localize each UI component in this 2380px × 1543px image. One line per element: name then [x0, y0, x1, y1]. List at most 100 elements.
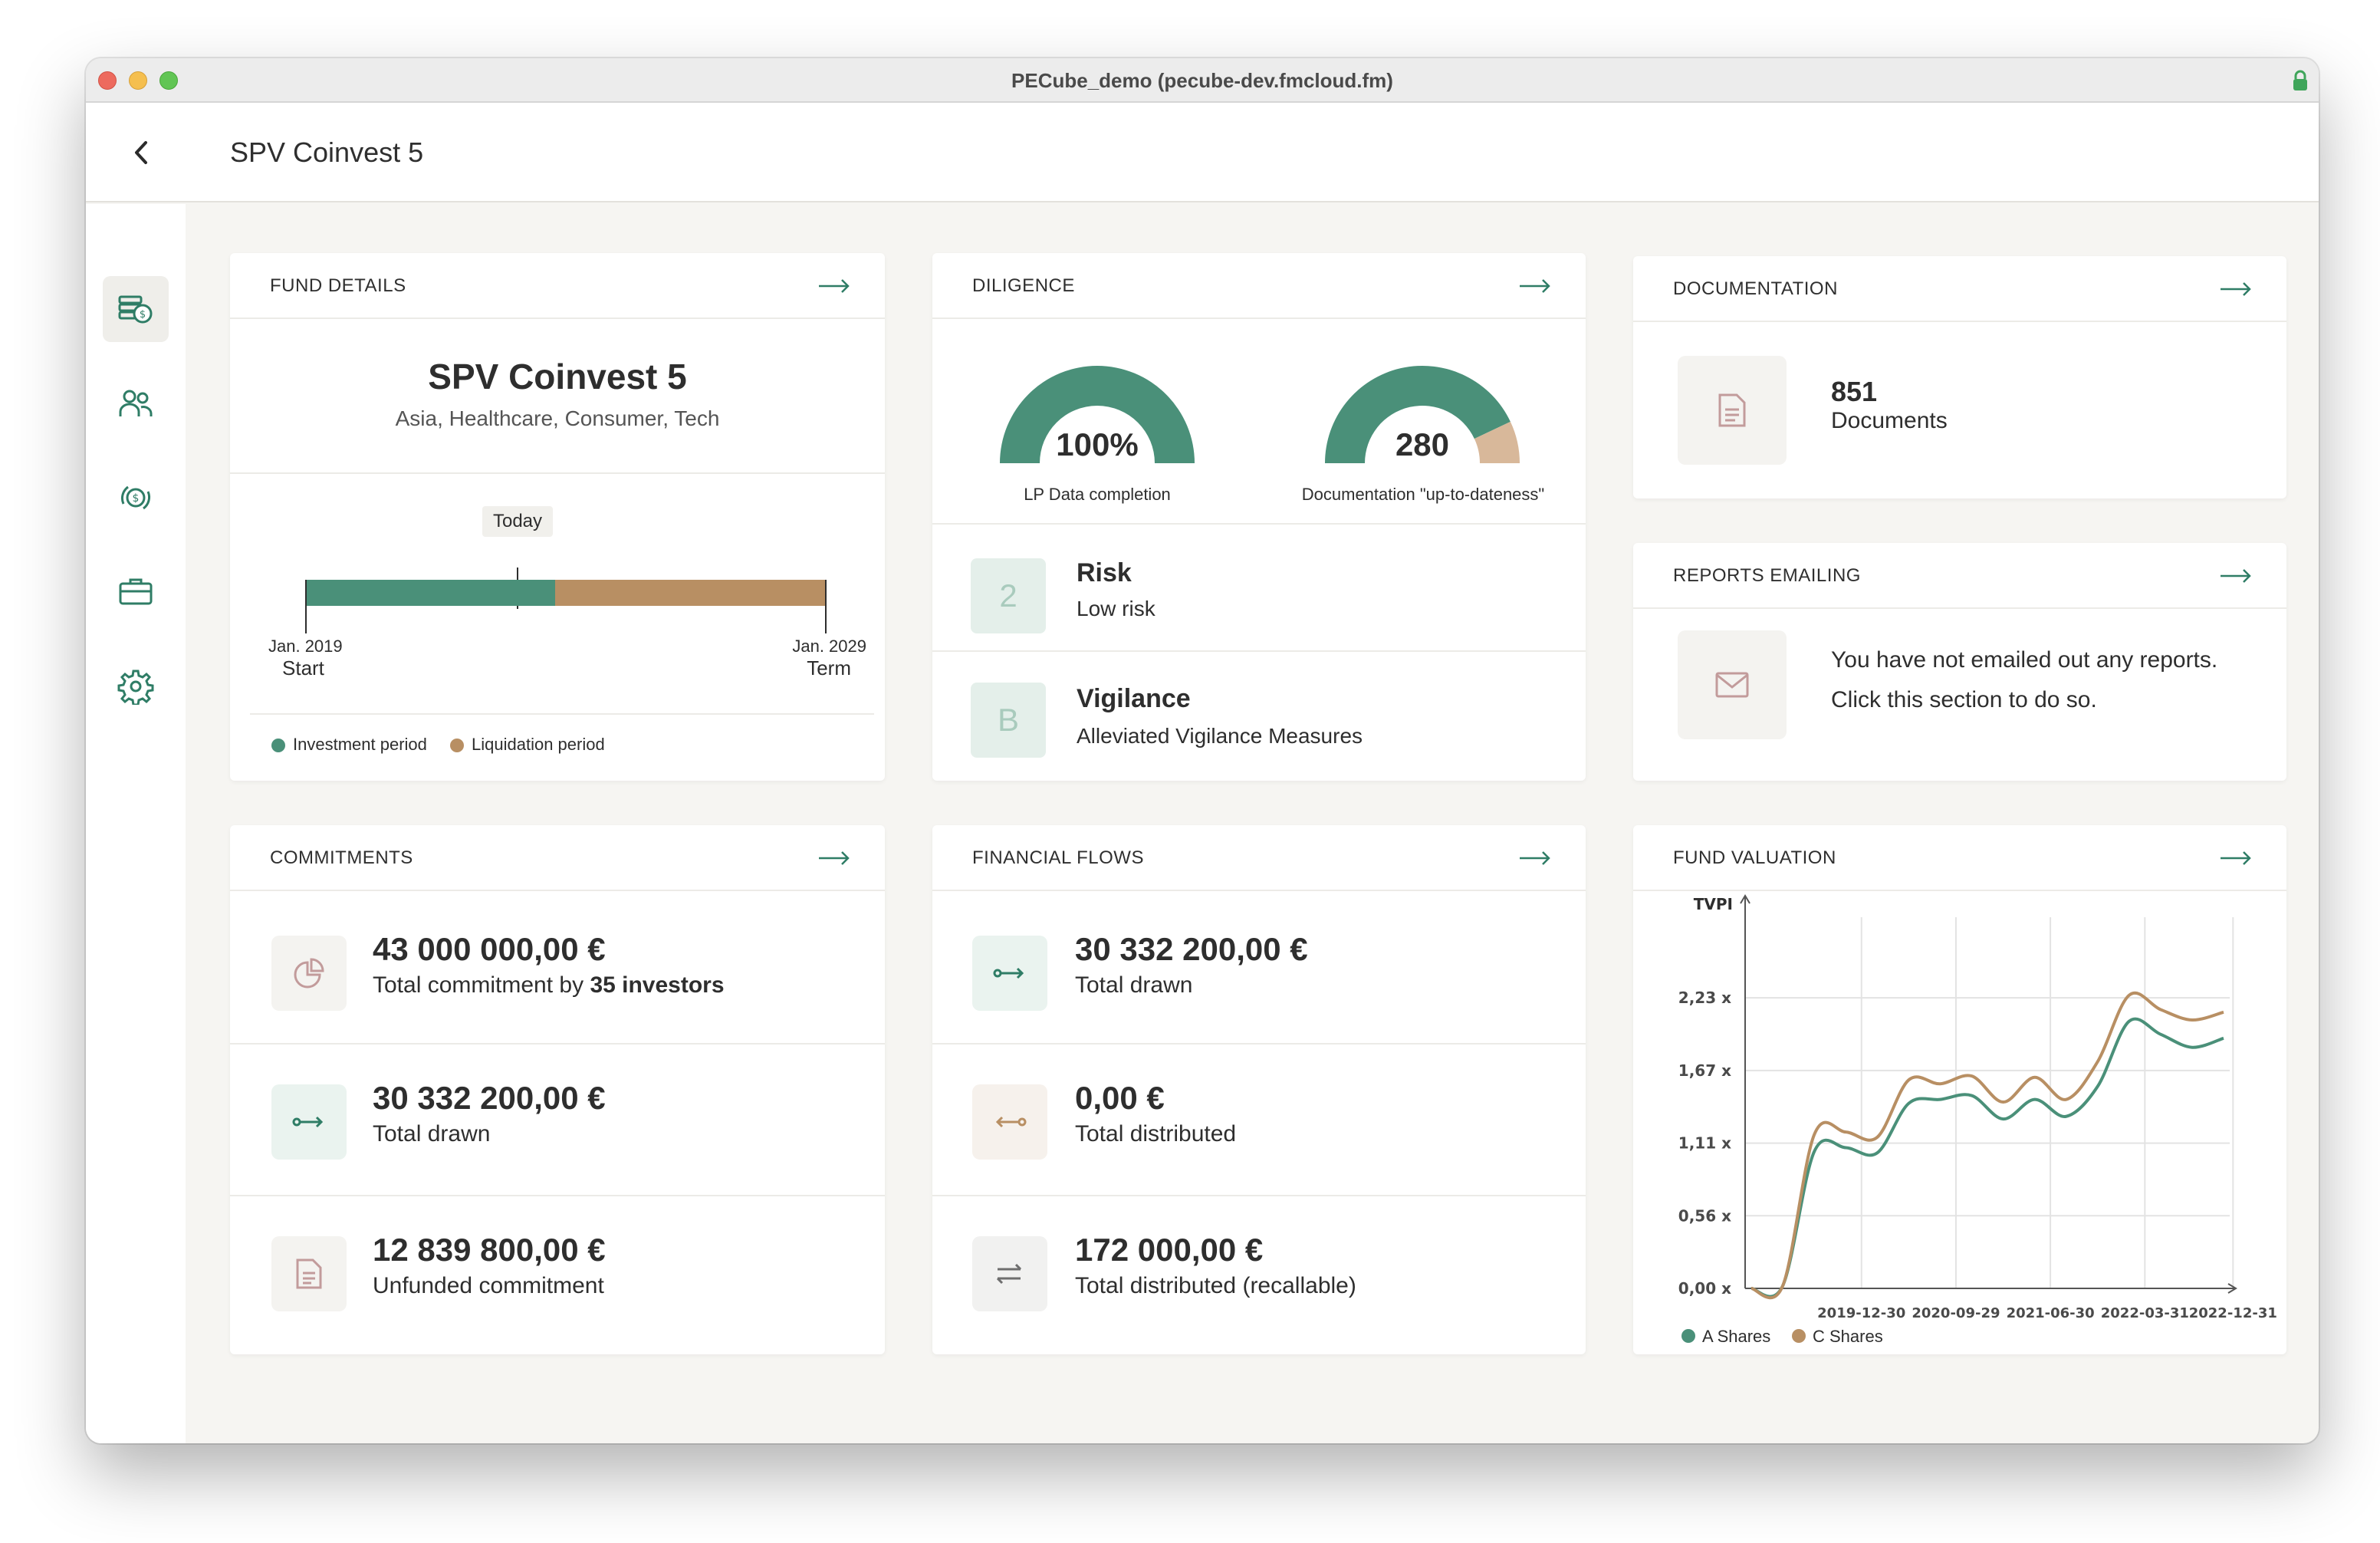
card-title: REPORTS EMAILING: [1673, 565, 1861, 586]
document-count: 851: [1831, 376, 1878, 407]
card-title: COMMITMENTS: [270, 847, 413, 868]
arrow-drawn-icon: [292, 1116, 324, 1128]
sidebar-item-settings[interactable]: [103, 653, 169, 719]
reports-message-line1: You have not emailed out any reports.: [1831, 647, 2218, 673]
start-tick: [305, 580, 307, 633]
divider: [932, 523, 1586, 525]
y-axis-label: TVPI: [1694, 895, 1733, 913]
gauge1-filled-arc: [1000, 366, 1195, 463]
x-axis: [1745, 1283, 2237, 1294]
document-icon: [1718, 393, 1746, 427]
pie-icon-tile: [271, 936, 347, 1011]
financial-flows-card[interactable]: FINANCIAL FLOWS 30 332 200,00 € Total dr…: [932, 825, 1586, 1354]
recallable-label: Total distributed (recallable): [1075, 1273, 1356, 1298]
arrow-right-icon[interactable]: [817, 848, 851, 868]
legend-dot: [1792, 1329, 1806, 1343]
arrow-right-icon[interactable]: [1518, 276, 1552, 296]
arrow-right-icon[interactable]: [2219, 566, 2253, 586]
investor-count: 35 investors: [590, 972, 725, 998]
minimize-window-button[interactable]: [129, 71, 147, 90]
arrow-distributed-icon: [995, 1116, 1027, 1128]
legend-label: A Shares: [1702, 1327, 1770, 1346]
card-title: FINANCIAL FLOWS: [972, 847, 1144, 868]
page-header: SPV Coinvest 5: [86, 103, 2319, 202]
distributed-value: 0,00 €: [1075, 1080, 1165, 1116]
unfunded-icon-tile: [271, 1236, 347, 1311]
reports-emailing-card[interactable]: REPORTS EMAILING You have not emailed ou…: [1633, 543, 2286, 781]
start-label: Start: [282, 656, 324, 679]
risk-title: Risk: [1077, 558, 1132, 587]
cashflow-icon: $: [120, 485, 151, 510]
series-line-a-shares: [1750, 1017, 2224, 1298]
fund-tags: Asia, Healthcare, Consumer, Tech: [395, 406, 720, 430]
close-window-button[interactable]: [98, 71, 117, 90]
sidebar-item-cashflow[interactable]: $: [103, 465, 169, 531]
end-label: Term: [807, 656, 851, 679]
today-label: Today: [482, 506, 554, 537]
fund-name: SPV Coinvest 5: [428, 357, 687, 396]
card-header: FUND DETAILS: [230, 253, 885, 319]
envelope-icon: [1715, 672, 1749, 698]
funds-icon: $: [118, 295, 153, 324]
sidebar-item-portfolio[interactable]: [103, 558, 169, 624]
timeline-bar: [305, 580, 827, 606]
document-label: Documents: [1831, 408, 1948, 433]
card-title: FUND VALUATION: [1673, 847, 1836, 868]
commitments-drawn-label: Total drawn: [373, 1121, 491, 1147]
window-title: PECube_demo (pecube-dev.fmcloud.fm): [1011, 69, 1393, 92]
commitments-card[interactable]: COMMITMENTS 43 000 000,00 € Total commit…: [230, 825, 885, 1354]
lp-data-gauge: [1000, 366, 1195, 463]
y-axis: [1740, 894, 1750, 1288]
swap-arrows-icon: [996, 1263, 1022, 1285]
documentation-gauge: [1325, 366, 1520, 463]
arrow-right-icon[interactable]: [1518, 848, 1552, 868]
x-tick-label: 2021-06-30: [2007, 1305, 2095, 1321]
gauge2-label: Documentation "up-to-dateness": [1301, 485, 1545, 504]
divider: [932, 650, 1586, 652]
document-icon-tile: [1678, 356, 1787, 465]
start-date: Jan. 2019: [268, 637, 343, 656]
risk-value: Low risk: [1077, 597, 1155, 620]
diligence-card[interactable]: DILIGENCE 100% LP Data completion 280 Do…: [932, 253, 1586, 781]
lock-icon: [2293, 70, 2307, 90]
divider: [932, 1043, 1586, 1045]
legend-liquidation: Liquidation period: [472, 735, 605, 754]
total-commitment-value: 43 000 000,00 €: [373, 931, 606, 967]
gauge2-filled-arc: [1325, 366, 1511, 463]
card-title: DOCUMENTATION: [1673, 278, 1838, 299]
unfunded-value: 12 839 800,00 €: [373, 1232, 606, 1268]
liquidation-period-segment: [555, 580, 827, 606]
timeline-legend: Investment period Liquidation period: [271, 735, 605, 755]
legend-dot-investment: [271, 739, 285, 753]
distributed-icon-tile: [972, 1084, 1047, 1160]
card-header: FINANCIAL FLOWS: [932, 825, 1586, 891]
divider: [230, 1043, 885, 1045]
sidebar-item-investors[interactable]: [103, 371, 169, 437]
sidebar-item-funds[interactable]: $: [103, 276, 169, 342]
end-tick: [825, 580, 827, 633]
vigilance-title: Vigilance: [1077, 684, 1191, 713]
y-tick-label: 1,67 x: [1678, 1061, 1731, 1080]
fund-valuation-card[interactable]: FUND VALUATION 0,00 x 0,56 x 1,11 x 1,67 x 2…: [1633, 825, 2286, 1354]
vigilance-badge: B: [971, 683, 1046, 758]
investors-icon: [119, 390, 153, 416]
arrow-right-icon[interactable]: [2219, 279, 2253, 299]
y-tick-label: 2,23 x: [1678, 989, 1731, 1007]
total-commitment-prefix: Total commitment by: [373, 972, 584, 998]
recallable-value: 172 000,00 €: [1075, 1232, 1264, 1268]
drawn-icon-tile: [271, 1084, 347, 1160]
back-button[interactable]: [120, 130, 164, 175]
total-commitment-label: Total commitment by 35 investors: [373, 972, 725, 999]
zoom-window-button[interactable]: [159, 71, 178, 90]
legend-label: C Shares: [1813, 1327, 1883, 1346]
x-tick-label: 2019-12-30: [1817, 1305, 1905, 1321]
risk-badge: 2: [971, 558, 1046, 633]
fund-details-card[interactable]: FUND DETAILS SPV Coinvest 5 Asia, Health…: [230, 253, 885, 781]
arrow-right-icon[interactable]: [2219, 848, 2253, 868]
arrow-right-icon[interactable]: [817, 276, 851, 296]
gauge2-value: 280: [1395, 426, 1450, 462]
y-tick-label: 0,56 x: [1678, 1206, 1731, 1225]
distributed-label: Total distributed: [1075, 1121, 1237, 1147]
documentation-card[interactable]: DOCUMENTATION 851 Documents: [1633, 256, 2286, 498]
email-icon-tile: [1678, 630, 1787, 739]
